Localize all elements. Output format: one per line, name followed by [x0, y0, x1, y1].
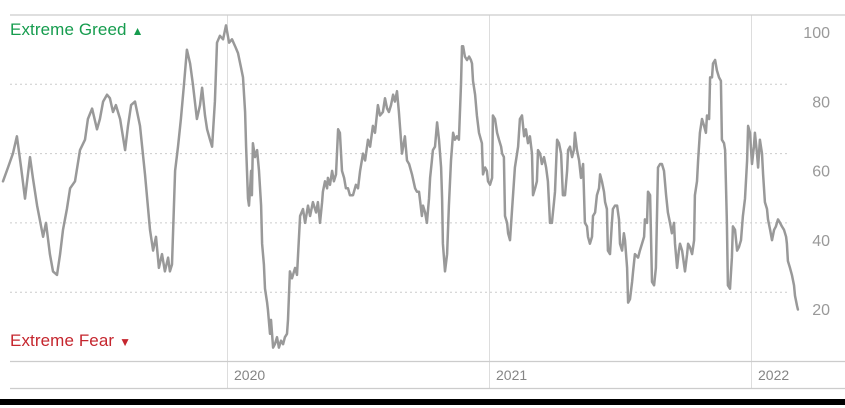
y-tick-label-80: 80 [812, 94, 830, 111]
extreme-fear-text: Extreme Fear [10, 331, 115, 350]
bottom-divider-bar [0, 399, 845, 405]
y-tick-label-40: 40 [812, 233, 830, 250]
y-tick-label-20: 20 [812, 302, 830, 319]
x-tick-label-2020: 2020 [234, 367, 265, 383]
extreme-greed-label: Extreme Greed ▲ [10, 20, 144, 40]
index-line-series [1, 24, 800, 349]
extreme-fear-label: Extreme Fear ▼ [10, 331, 131, 351]
up-arrow-icon: ▲ [131, 24, 144, 38]
down-arrow-icon: ▼ [119, 335, 132, 349]
y-tick-label-100: 100 [803, 25, 830, 42]
x-tick-label-2021: 2021 [496, 367, 527, 383]
extreme-greed-text: Extreme Greed [10, 20, 127, 39]
x-tick-label-2022: 2022 [758, 367, 789, 383]
y-tick-label-60: 60 [812, 164, 830, 181]
